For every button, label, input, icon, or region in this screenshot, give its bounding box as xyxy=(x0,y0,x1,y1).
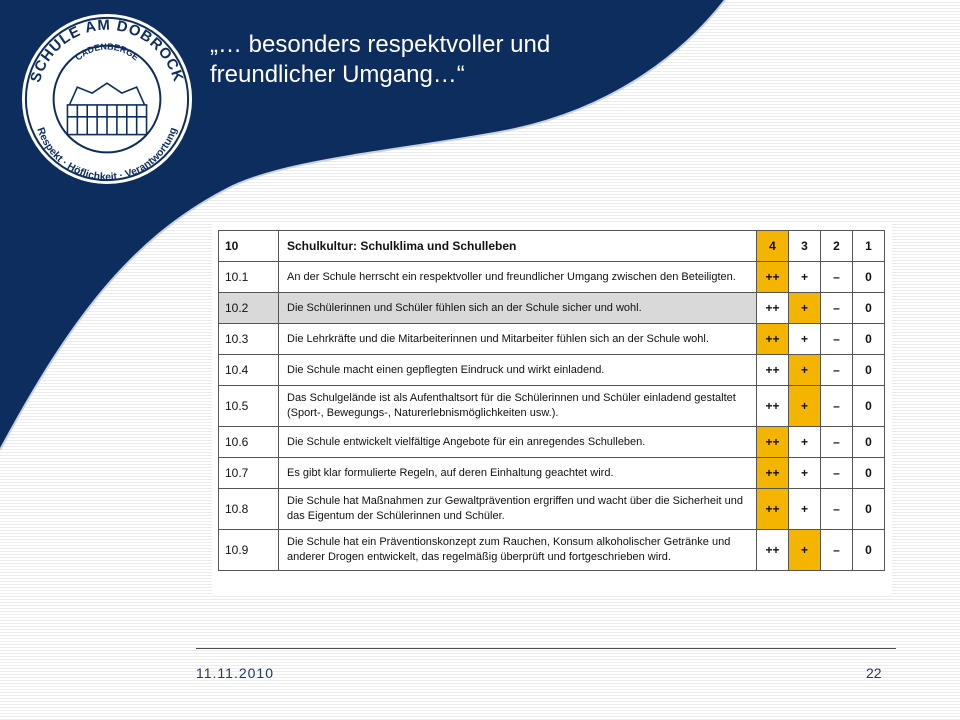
header-title: Schulkultur: Schulklima und Schulleben xyxy=(278,230,757,262)
row-number: 10.4 xyxy=(218,354,279,386)
table-row: 10.3 Die Lehrkräfte und die Mitarbeiteri… xyxy=(218,323,885,355)
score-cell: – xyxy=(820,488,853,530)
score-cell: 0 xyxy=(852,292,885,324)
score-cell: ++ xyxy=(756,457,789,489)
row-number: 10.9 xyxy=(218,529,279,571)
row-number: 10.7 xyxy=(218,457,279,489)
score-cell: 0 xyxy=(852,529,885,571)
score-cell: ++ xyxy=(756,385,789,427)
header-score-1: 1 xyxy=(852,230,885,262)
score-cell: ++ xyxy=(756,323,789,355)
score-cell: + xyxy=(788,354,821,386)
header-number: 10 xyxy=(218,230,279,262)
row-text: Die Schule entwickelt vielfältige Angebo… xyxy=(278,426,757,458)
row-text: Die Lehrkräfte und die Mitarbeiterinnen … xyxy=(278,323,757,355)
score-cell: + xyxy=(788,488,821,530)
table-row: 10.9 Die Schule hat ein Präventionskonze… xyxy=(218,529,885,571)
page-number: 22 xyxy=(866,665,882,681)
score-cell: 0 xyxy=(852,323,885,355)
score-cell: – xyxy=(820,292,853,324)
score-cell: – xyxy=(820,354,853,386)
score-cell: + xyxy=(788,385,821,427)
score-cell: – xyxy=(820,385,853,427)
score-cell: 0 xyxy=(852,426,885,458)
score-cell: – xyxy=(820,529,853,571)
row-text: Das Schulgelände ist als Aufenthaltsort … xyxy=(278,385,757,427)
row-number: 10.2 xyxy=(218,292,279,324)
score-cell: + xyxy=(788,529,821,571)
score-cell: 0 xyxy=(852,354,885,386)
row-text: An der Schule herrscht ein respektvoller… xyxy=(278,261,757,293)
row-number: 10.6 xyxy=(218,426,279,458)
score-cell: ++ xyxy=(756,488,789,530)
row-text: Die Schule macht einen gepflegten Eindru… xyxy=(278,354,757,386)
score-cell: 0 xyxy=(852,385,885,427)
table-row: 10.1 An der Schule herrscht ein respektv… xyxy=(218,261,885,293)
table-header-row: 10 Schulkultur: Schulklima und Schullebe… xyxy=(218,230,885,262)
table-row: 10.4 Die Schule macht einen gepflegten E… xyxy=(218,354,885,386)
row-text: Die Schülerinnen und Schüler fühlen sich… xyxy=(278,292,757,324)
score-cell: 0 xyxy=(852,261,885,293)
score-cell: ++ xyxy=(756,529,789,571)
row-number: 10.1 xyxy=(218,261,279,293)
header-score-4: 4 xyxy=(756,230,789,262)
school-logo: SCHULE AM DOBROCK Respekt · Höflichkeit … xyxy=(21,13,193,185)
score-cell: – xyxy=(820,457,853,489)
criteria-table-image: 10 Schulkultur: Schulklima und Schullebe… xyxy=(212,222,892,594)
row-text: Die Schule hat Maßnahmen zur Gewaltpräve… xyxy=(278,488,757,530)
row-number: 10.3 xyxy=(218,323,279,355)
footer-divider xyxy=(196,648,896,649)
table-row: 10.7 Es gibt klar formulierte Regeln, au… xyxy=(218,457,885,489)
footer-date: 11.11.2010 xyxy=(196,665,274,681)
score-cell: – xyxy=(820,261,853,293)
criteria-table: 10 Schulkultur: Schulklima und Schullebe… xyxy=(218,230,885,571)
table-row: 10.5 Das Schulgelände ist als Aufenthalt… xyxy=(218,385,885,427)
score-cell: + xyxy=(788,323,821,355)
score-cell: ++ xyxy=(756,261,789,293)
score-cell: – xyxy=(820,323,853,355)
score-cell: + xyxy=(788,426,821,458)
row-number: 10.5 xyxy=(218,385,279,427)
slide-title: „… besonders respektvoller und freundlic… xyxy=(210,31,551,88)
row-text: Die Schule hat ein Präventionskonzept zu… xyxy=(278,529,757,571)
row-text: Es gibt klar formulierte Regeln, auf der… xyxy=(278,457,757,489)
score-cell: ++ xyxy=(756,426,789,458)
score-cell: + xyxy=(788,292,821,324)
score-cell: – xyxy=(820,426,853,458)
table-row: 10.8 Die Schule hat Maßnahmen zur Gewalt… xyxy=(218,488,885,530)
score-cell: + xyxy=(788,261,821,293)
table-row: 10.6 Die Schule entwickelt vielfältige A… xyxy=(218,426,885,458)
header-score-3: 3 xyxy=(788,230,821,262)
score-cell: ++ xyxy=(756,354,789,386)
score-cell: + xyxy=(788,457,821,489)
row-number: 10.8 xyxy=(218,488,279,530)
score-cell: 0 xyxy=(852,457,885,489)
score-cell: 0 xyxy=(852,488,885,530)
table-row: 10.2 Die Schülerinnen und Schüler fühlen… xyxy=(218,292,885,324)
header-score-2: 2 xyxy=(820,230,853,262)
score-cell: ++ xyxy=(756,292,789,324)
